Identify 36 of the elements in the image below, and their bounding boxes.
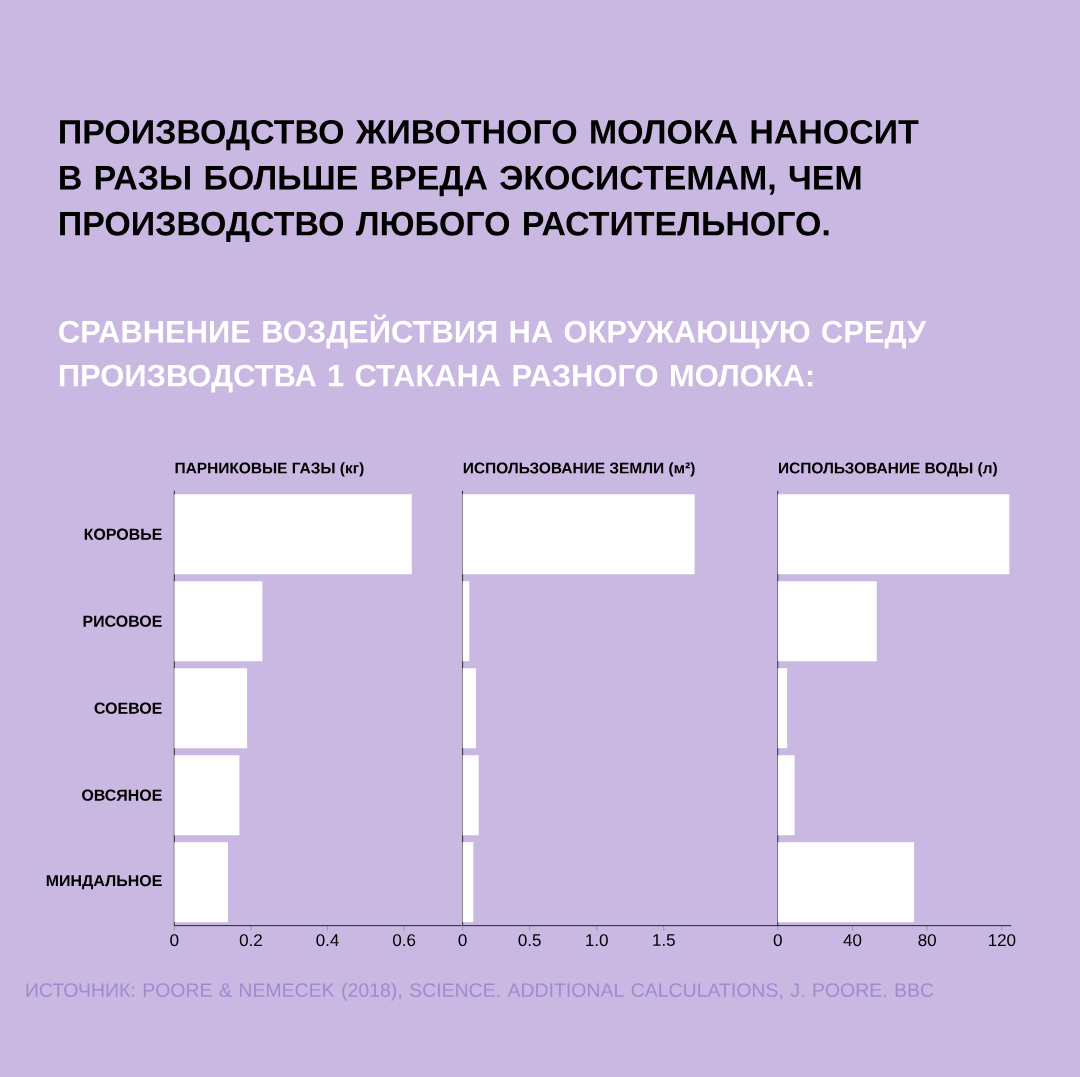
x-tick-label: 1.0 bbox=[586, 934, 608, 947]
x-tick-label: 0 bbox=[773, 934, 782, 947]
text: ПРОИЗВОДСТВО ЖИВОТНОГО МОЛОКА НАНОСИТ В РАЗЫ БОЛЬШЕ ВРЕДА ЭКОСИСТЕМАМ, ЧЕМ ПРОИЗВОДСТВО ЛЮБОГО РАСТИТЕЛЬНОГО. bbox=[60, 119, 919, 242]
x-tick-label: 40 bbox=[843, 934, 862, 947]
x-tick-label: 0.5 bbox=[518, 934, 541, 947]
text: СРАВНЕНИЕ ВОЗДЕЙСТВИЯ НА ОКРУЖАЮЩУЮ СРЕДУ ПРОИЗВОДСТВА 1 СТАКАНА РАЗНОГО МОЛОКА: bbox=[59, 314, 927, 393]
x-tick-label: 120 bbox=[989, 934, 1016, 947]
x-tick-label: 0 bbox=[458, 934, 467, 947]
chart-title: ИСПОЛЬЗОВАНИЕ ЗЕМЛИ (м²) bbox=[463, 462, 695, 477]
y-tick-label: ОВСЯНОЕ bbox=[82, 789, 162, 801]
bar bbox=[777, 755, 795, 836]
x-tick-label: 0 bbox=[170, 934, 179, 947]
x-tick-label: 1.5 bbox=[653, 934, 675, 946]
x-tick-label: 0.4 bbox=[316, 934, 339, 947]
chart-title: ПАРНИКОВЫЕ ГАЗЫ (кг) bbox=[175, 462, 364, 477]
chart-title: ИСПОЛЬЗОВАНИЕ ВОДЫ (л) bbox=[779, 462, 997, 477]
y-tick-label: СОЕВОЕ bbox=[94, 702, 162, 714]
bar bbox=[462, 668, 477, 749]
bar bbox=[777, 668, 788, 749]
x-tick-label: 0.2 bbox=[239, 934, 262, 947]
bar bbox=[174, 581, 263, 662]
bar bbox=[462, 842, 474, 923]
bar bbox=[174, 755, 240, 836]
bar bbox=[174, 668, 248, 749]
bar bbox=[777, 494, 1010, 575]
bar bbox=[174, 842, 228, 923]
x-tick-label: 80 bbox=[918, 934, 936, 947]
y-tick-label: РИСОВОЕ bbox=[83, 615, 162, 627]
bar bbox=[462, 755, 479, 836]
bar bbox=[777, 581, 877, 662]
bar bbox=[462, 494, 695, 575]
bar bbox=[777, 842, 915, 923]
y-tick-label: КОРОВЬЕ bbox=[84, 528, 162, 540]
y-tick-label: МИНДАЛЬНОЕ bbox=[46, 874, 162, 890]
bar bbox=[174, 494, 412, 575]
x-tick-label: 0.6 bbox=[393, 934, 416, 947]
